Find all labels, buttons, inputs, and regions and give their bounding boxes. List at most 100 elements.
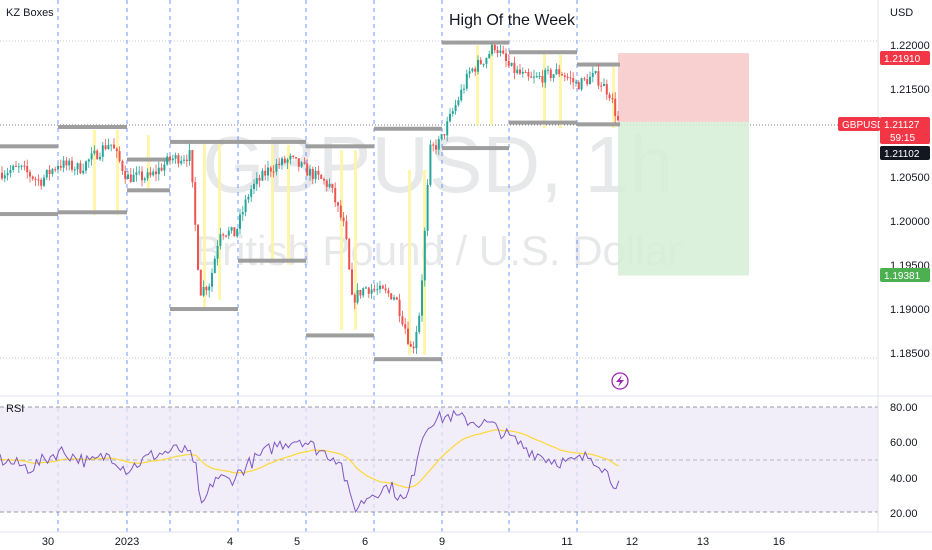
candle-body [45,169,48,178]
candle-body [353,294,356,303]
candle-body [85,161,87,171]
stop-loss-zone[interactable] [618,53,749,122]
killzone-bar [203,140,206,310]
candle-body [401,316,404,325]
candle-body [541,75,544,83]
candle-body [57,165,59,170]
candle-body [283,158,286,163]
candle-body [160,167,163,171]
time-axis[interactable]: 30 2023 4 5 6 9 11 12 13 16 [42,536,785,548]
candle-body [68,160,71,166]
candle-body [101,145,104,157]
candle-body [309,168,311,176]
candle-body [65,160,68,166]
price-tick: 1.21500 [890,84,930,96]
kz-box-high [509,50,577,55]
candle-body [549,69,552,78]
candle-body [426,184,429,231]
killzone-bar [490,45,493,125]
lightning-icon[interactable] [611,372,629,390]
time-tick: 30 [42,536,54,548]
candle-body [440,134,443,140]
candle-body [129,174,132,182]
kz-box-low [127,188,170,193]
candle-body [155,171,157,175]
candle-body [17,166,20,168]
kz-boxes [0,40,620,362]
price-tick: 1.20000 [890,216,930,228]
candle-body [303,162,306,164]
candle-body [418,315,421,332]
candle-body [390,293,393,300]
time-tick: 6 [362,536,368,548]
candle-body [395,297,398,300]
price-tick: 1.20500 [890,172,930,184]
candle-body [474,68,477,72]
candle-body [188,150,191,162]
candle-body [300,162,303,167]
candle-body [530,76,533,78]
candle-body [292,155,295,157]
candle-body [15,165,17,167]
candle-body [331,184,334,188]
killzone-bar [476,45,479,125]
take-profit-zone[interactable] [618,121,749,276]
candle-body [491,44,493,55]
candle-body [370,289,373,294]
last-price-tag [880,117,930,144]
candle-body [236,228,239,237]
candle-body [96,150,99,160]
candle-body [451,111,454,114]
candle-body [213,258,216,274]
target-price-tag [880,268,930,282]
candle-body [432,144,435,146]
candle-body [180,160,183,164]
candle-body [146,172,149,179]
candle-body [34,178,37,180]
kz-box-high [127,157,170,162]
countdown-text: 59:15 [890,133,915,144]
candle-body [216,245,219,259]
candle-body [174,155,177,159]
kz-box-high [374,126,442,131]
candle-body [121,160,124,172]
kz-box-high [58,124,127,129]
candle-body [289,155,292,160]
candle-body [521,72,524,74]
candle-body [157,167,160,175]
candle-body [149,172,152,176]
candle-body [241,212,244,215]
candle-body [479,59,482,64]
price-axis[interactable]: 1.220001.215001.210001.205001.200001.195… [890,40,930,360]
candle-body [463,88,465,90]
candle-body [286,159,289,163]
killzone-bar [543,50,546,128]
candle-body [37,179,40,181]
candle-body [339,205,342,218]
candle-body [163,164,166,171]
rsi-label: RSI [6,403,24,415]
candle-body [561,74,563,76]
symbol-tag [838,117,880,131]
kz-box-low [442,146,509,151]
candle-body [603,83,605,86]
candle-body [247,196,250,200]
candle-body [317,170,320,175]
candle-body [107,144,110,150]
candle-body [575,82,577,84]
candle-body [197,224,199,270]
candle-body [87,159,90,162]
candle-body [437,139,440,150]
candle-body [205,286,208,291]
rsi-lines [0,409,620,514]
last-price-text: 1.21127 [884,120,920,131]
candle-body [62,160,65,168]
currency-label: USD [890,7,913,19]
indicator-label: KZ Boxes [6,7,54,19]
candle-body [449,113,451,122]
candle-body [443,134,446,136]
kz-box-low [238,258,306,263]
candle-body [12,165,15,170]
candle-body [127,174,129,179]
